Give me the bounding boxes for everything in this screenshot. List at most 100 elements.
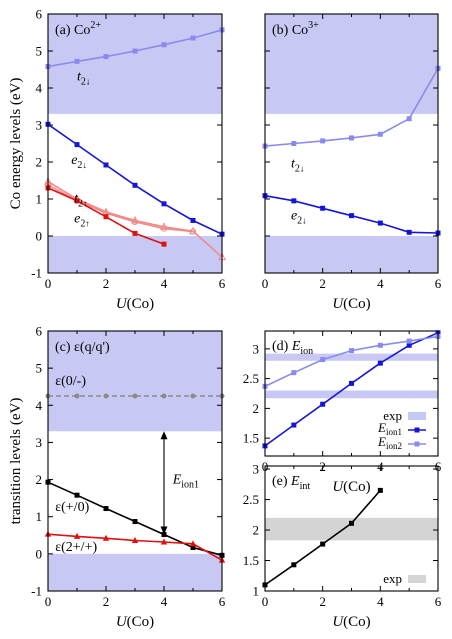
data-point-a-1 <box>103 162 109 168</box>
data-point-c-2 <box>131 536 139 543</box>
data-point-c-1 <box>190 545 196 551</box>
data-point-c-1 <box>74 492 80 498</box>
data-point-a-1 <box>161 201 167 207</box>
y-tick-label: 0 <box>36 229 43 244</box>
x-tick-label: 6 <box>435 276 442 291</box>
panel-title-a: (a) Co2+ <box>55 20 101 38</box>
curve-label-a-1: e2↓ <box>71 153 87 171</box>
data-point-b-1 <box>349 213 354 219</box>
band-c-1 <box>48 553 222 591</box>
data-point-d-1 <box>291 370 297 376</box>
data-point-d-1 <box>320 357 326 363</box>
data-point-a-0 <box>161 42 167 48</box>
y-tick-label: 6 <box>36 324 43 339</box>
data-point-b-0 <box>349 135 354 141</box>
legend-label-d-0: exp <box>383 408 402 423</box>
y-tick-label: 2 <box>36 155 43 170</box>
y-tick-label: 3 <box>253 462 260 477</box>
data-point-a-1 <box>132 182 138 188</box>
data-point-c-0 <box>132 393 138 399</box>
data-point-e-0 <box>349 520 354 526</box>
data-point-c-2 <box>73 532 81 539</box>
curve-label-a-0: t2↓ <box>77 70 90 88</box>
data-point-b-1 <box>377 220 383 226</box>
y-tick-label: 2 <box>253 401 260 416</box>
plot-frame-e <box>264 465 439 592</box>
data-point-e-0 <box>377 487 383 493</box>
band-b-1 <box>265 236 438 273</box>
plot-frame-d <box>264 330 439 457</box>
x-axis-label-c: U(Co) <box>116 614 154 630</box>
x-tick-label: 2 <box>103 276 110 291</box>
data-point-b-0 <box>406 116 412 122</box>
x-tick-label: 0 <box>45 276 52 291</box>
annotation-c-0: ε(0/-) <box>55 374 86 389</box>
x-tick-label: 4 <box>377 594 384 609</box>
y-tick-label: -1 <box>31 584 42 599</box>
data-point-d-0 <box>377 360 383 366</box>
data-point-c-0 <box>190 393 196 399</box>
x-tick-label: 0 <box>262 276 269 291</box>
panel-e: 0 2 4 6 1 1.5 2 2.5 3 (e) Eint U(Co) exp <box>243 462 442 630</box>
y-tick-label: 5 <box>36 44 43 59</box>
data-point-d-0 <box>291 422 297 428</box>
panel-title-c: (c) ε(q/q') <box>55 340 110 355</box>
data-point-d-0 <box>406 342 412 348</box>
y-axis-label-c: transition levels (eV) <box>8 398 24 525</box>
curve-label-b-0: t2↓ <box>291 157 304 175</box>
x-tick-label: 2 <box>319 594 326 609</box>
band-b-0 <box>265 14 438 114</box>
y-tick-label: 2 <box>253 523 260 538</box>
y-tick-label: 3 <box>253 341 260 356</box>
data-point-a-3 <box>189 228 197 235</box>
legend-swatch-d-0 <box>408 412 426 420</box>
y-tick-label: 5 <box>36 361 43 376</box>
data-point-c-0 <box>161 393 167 399</box>
legend-label-e-0: exp <box>383 571 402 586</box>
x-tick-label: 0 <box>262 594 269 609</box>
data-point-b-0 <box>320 138 326 144</box>
data-point-c-0 <box>74 393 80 399</box>
eion1-arrow-head-bottom <box>160 526 168 535</box>
x-axis-label-d: U(Co) <box>332 479 370 495</box>
data-point-a-0 <box>190 35 196 41</box>
legend-label-d-1: Eion1 <box>377 420 402 437</box>
data-point-a-0 <box>103 54 109 60</box>
y-tick-label: 1.5 <box>243 553 259 568</box>
data-point-c-1 <box>132 519 138 525</box>
data-point-b-0 <box>291 141 297 146</box>
curve-label-b-1: e2↓ <box>291 208 307 226</box>
band-c-0 <box>48 331 222 432</box>
y-tick-label: 4 <box>36 81 43 96</box>
x-tick-label: 6 <box>219 594 226 609</box>
data-point-d-0 <box>320 401 326 407</box>
y-tick-label: 1 <box>253 584 260 599</box>
x-axis-label-e: U(Co) <box>332 614 370 630</box>
data-point-b-1 <box>320 205 326 211</box>
plot-frame-c <box>47 330 223 592</box>
curve-label-a-3: e2↑ <box>74 212 90 230</box>
x-tick-label: 6 <box>219 276 226 291</box>
panel-title-d: (d) Eion <box>272 339 313 357</box>
panel-title-b: (b) Co3+ <box>272 20 319 38</box>
data-point-a-0 <box>132 48 138 54</box>
band-d-1 <box>265 353 438 361</box>
legend-label-d-2: Eion2 <box>377 434 402 451</box>
data-point-d-1 <box>377 342 383 348</box>
data-point-e-0 <box>320 541 326 547</box>
y-tick-label: 1.5 <box>243 431 259 446</box>
plot-frame-b <box>264 13 439 274</box>
plot-frame-a <box>47 13 223 274</box>
data-point-b-0 <box>377 131 383 137</box>
eion1-label: Eion1 <box>172 472 199 490</box>
data-point-a-4 <box>161 241 167 247</box>
legend-swatch-e-0 <box>408 575 426 583</box>
data-point-a-4 <box>74 198 80 204</box>
x-tick-label: 0 <box>45 594 52 609</box>
x-tick-label: 2 <box>103 594 110 609</box>
y-tick-label: 1 <box>36 509 43 524</box>
